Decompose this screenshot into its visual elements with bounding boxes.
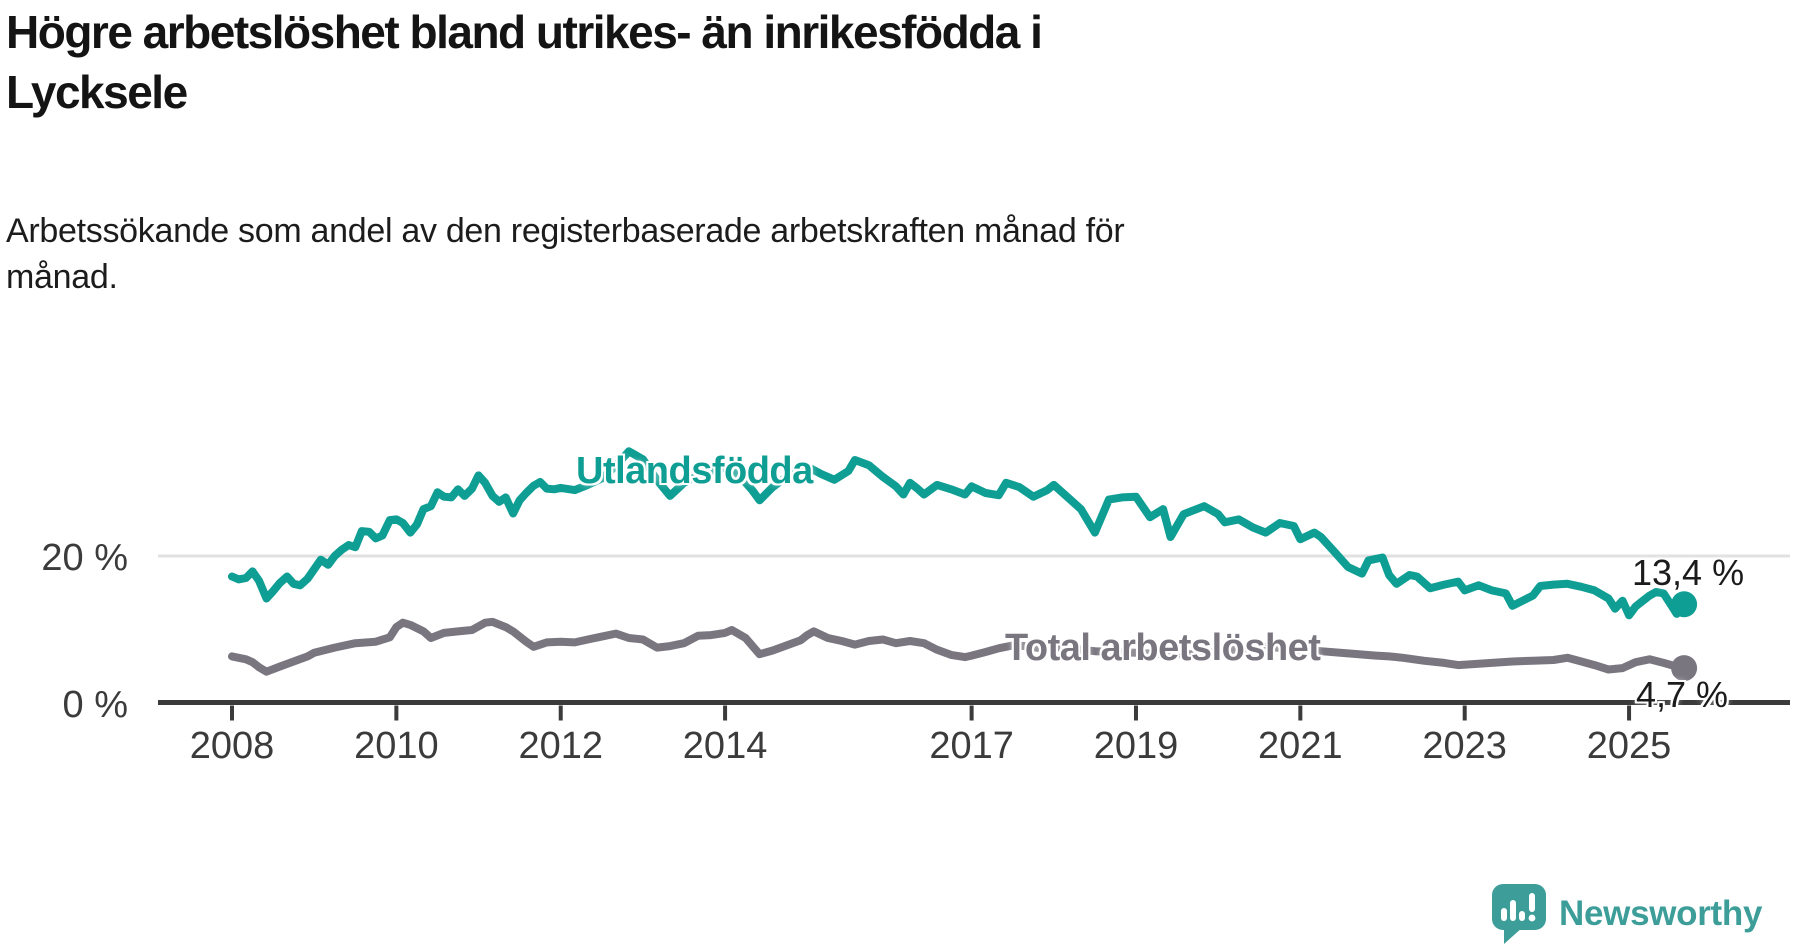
subtitle-line-2: månad. bbox=[6, 258, 118, 296]
series-label-utlandsfodda: Utlandsfödda bbox=[576, 450, 813, 492]
end-dot-Total arbetslöshet bbox=[1671, 655, 1698, 682]
end-value-label-total: 4,7 % bbox=[1636, 674, 1729, 715]
end-dot-Utlandsfödda bbox=[1671, 591, 1698, 618]
title-line-1: Högre arbetslöshet bland utrikes- än inr… bbox=[6, 6, 1043, 58]
chart-subtitle: Arbetssökande som andel av den registerb… bbox=[6, 208, 1466, 300]
title-line-2: Lycksele bbox=[6, 66, 188, 118]
newsworthy-logo: Newsworthy bbox=[1492, 884, 1762, 944]
line-Total arbetslöshet bbox=[228, 617, 1689, 676]
newsworthy-speech-bubble-chart-icon bbox=[1492, 884, 1546, 944]
subtitle-line-1: Arbetssökande som andel av den registerb… bbox=[6, 212, 1125, 250]
end-value-label-utlandsfodda: 13,4 % bbox=[1632, 552, 1745, 593]
line-Utlandsfödda bbox=[228, 447, 1689, 620]
page-title: Högre arbetslöshet bland utrikes- än inr… bbox=[6, 2, 1326, 122]
series-label-total-arbetsloshet: Total arbetslöshet bbox=[1005, 627, 1321, 669]
newsworthy-brand-text: Newsworthy bbox=[1559, 894, 1763, 933]
